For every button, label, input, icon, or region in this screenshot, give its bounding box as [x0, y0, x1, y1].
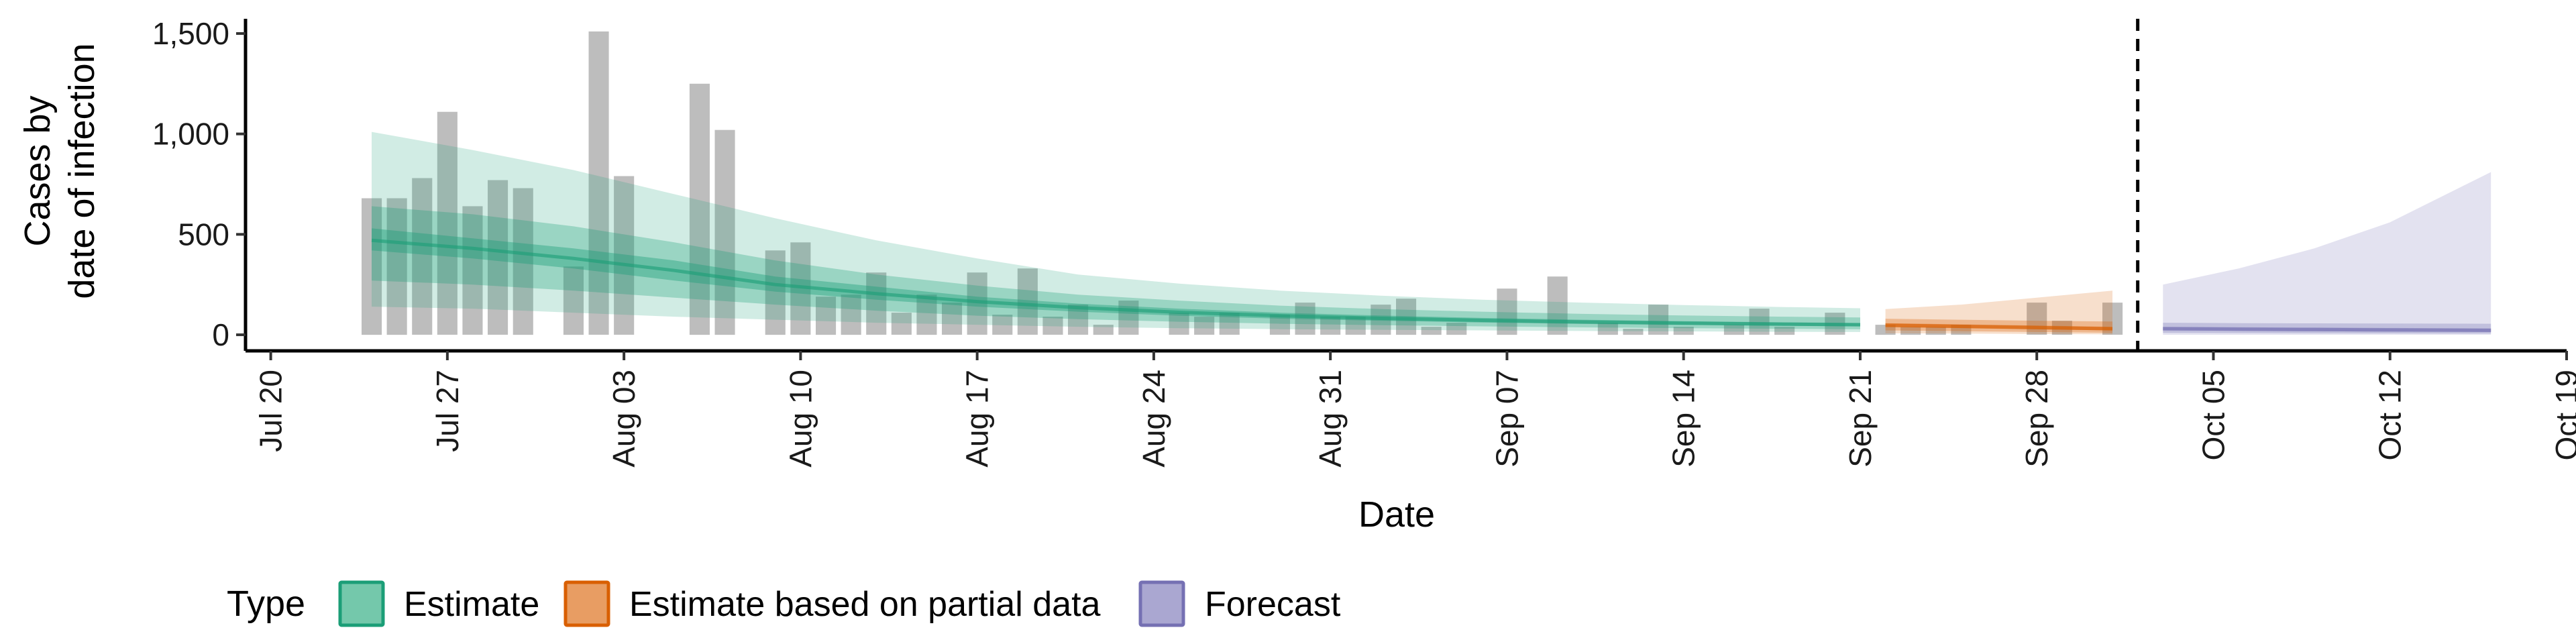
legend-title: Type: [227, 584, 305, 624]
x-tick-label: Sep 07: [1489, 370, 1524, 468]
case-bar: [1345, 317, 1366, 335]
case-bar: [916, 294, 937, 335]
case-bar: [588, 31, 609, 335]
case-bar: [1900, 327, 1921, 335]
x-tick-label: Aug 03: [606, 370, 641, 468]
case-bar: [1648, 305, 1669, 335]
case-bar: [841, 294, 861, 335]
estimate-based-on-partial-data-band-95: [1885, 290, 2112, 335]
forecast-median-line: [2163, 327, 2491, 332]
case-bar: [1017, 268, 1038, 335]
case-bar: [1774, 327, 1795, 335]
estimate-based-on-partial-data-median-line: [1885, 323, 2113, 331]
case-bar: [386, 198, 407, 335]
case-bar: [362, 198, 382, 335]
y-tick-label: 1,000: [152, 117, 229, 152]
x-tick-label: Oct 12: [2373, 370, 2408, 461]
estimate-bands: [371, 131, 2491, 335]
case-bar: [563, 266, 584, 335]
x-tick-label: Jul 27: [430, 370, 465, 452]
x-tick-label: Oct 05: [2196, 370, 2231, 461]
series-estimate-based-on-partial-data: [1885, 290, 2113, 335]
case-bar: [1118, 301, 1139, 335]
legend-label-partial-estimate: Estimate based on partial data: [629, 585, 1101, 624]
forecast-band-95: [2163, 172, 2491, 335]
case-bar: [1749, 309, 1770, 335]
case-bar: [1597, 323, 1618, 335]
x-tick-label: Sep 21: [1843, 370, 1878, 468]
legend-key-estimate: [338, 580, 385, 627]
case-bar: [1042, 317, 1063, 335]
y-tick-label: 1,500: [152, 16, 229, 51]
case-bar: [992, 315, 1013, 335]
y-tick-label: 0: [212, 317, 229, 352]
x-axis-ticks: Jul 20 Jul 27 Aug 03 Aug 10 Aug 17 Aug 24 Aug …: [254, 351, 2576, 468]
case-bar: [1194, 317, 1215, 335]
series-forecast: [2163, 172, 2491, 335]
estimate-band-50: [372, 228, 1860, 327]
x-tick-label: Aug 17: [960, 370, 995, 468]
case-bar: [816, 297, 837, 335]
case-bar: [689, 83, 710, 335]
case-bar: [1269, 315, 1290, 335]
series-estimate: [371, 131, 1861, 332]
y-tick-label: 500: [178, 217, 229, 252]
case-bar: [1673, 327, 1694, 335]
x-tick-label: Oct 19: [2549, 370, 2576, 461]
estimate-median-line: [371, 238, 1861, 327]
case-bar: [1169, 313, 1189, 335]
y-axis-ticks: 0 500 1,000 1,500: [152, 16, 246, 352]
estimate-band-90: [372, 206, 1860, 329]
x-tick-label: Sep 28: [2019, 370, 2054, 468]
case-bar: [765, 250, 786, 335]
case-bar: [1875, 325, 1896, 335]
case-bar: [513, 188, 533, 335]
legend-key-forecast: [1138, 580, 1185, 627]
case-bar: [1723, 325, 1744, 335]
x-tick-label: Aug 10: [783, 370, 818, 468]
case-bar: [1925, 327, 1946, 335]
case-bar: [1547, 276, 1568, 335]
case-bar: [1396, 299, 1417, 335]
x-axis-title: Date: [1358, 494, 1435, 535]
y-axis-title-line-1: Cases by: [17, 95, 58, 246]
case-bar: [1219, 313, 1240, 335]
case-bar: [942, 303, 963, 335]
case-bar: [1295, 303, 1316, 335]
case-bar: [462, 206, 483, 335]
estimate-band-95: [372, 131, 1860, 332]
case-bar: [866, 272, 887, 335]
case-bar: [1320, 317, 1341, 335]
legend: Type Estimate Estimate based on partial …: [227, 580, 1341, 627]
case-bar: [714, 129, 735, 335]
legend-key-partial-estimate: [564, 580, 610, 627]
case-bar: [1623, 329, 1644, 335]
case-bar: [437, 111, 458, 335]
case-bar: [1497, 288, 1517, 335]
case-bar: [891, 313, 912, 335]
case-bar: [1068, 305, 1089, 335]
x-tick-label: Jul 20: [254, 370, 288, 452]
y-axis-title-line-2: date of infection: [62, 43, 102, 299]
x-tick-label: Aug 31: [1313, 370, 1348, 468]
x-tick-label: Sep 14: [1666, 370, 1701, 468]
case-bar: [1093, 325, 1114, 335]
case-bar: [488, 180, 508, 335]
case-bar: [2027, 303, 2047, 335]
case-bar: [614, 176, 635, 335]
legend-label-estimate: Estimate: [404, 585, 539, 624]
legend-label-forecast: Forecast: [1205, 585, 1341, 624]
case-bar: [1421, 327, 1442, 335]
case-bar: [1446, 323, 1467, 335]
case-bar: [412, 178, 433, 335]
x-tick-label: Aug 24: [1136, 370, 1171, 468]
